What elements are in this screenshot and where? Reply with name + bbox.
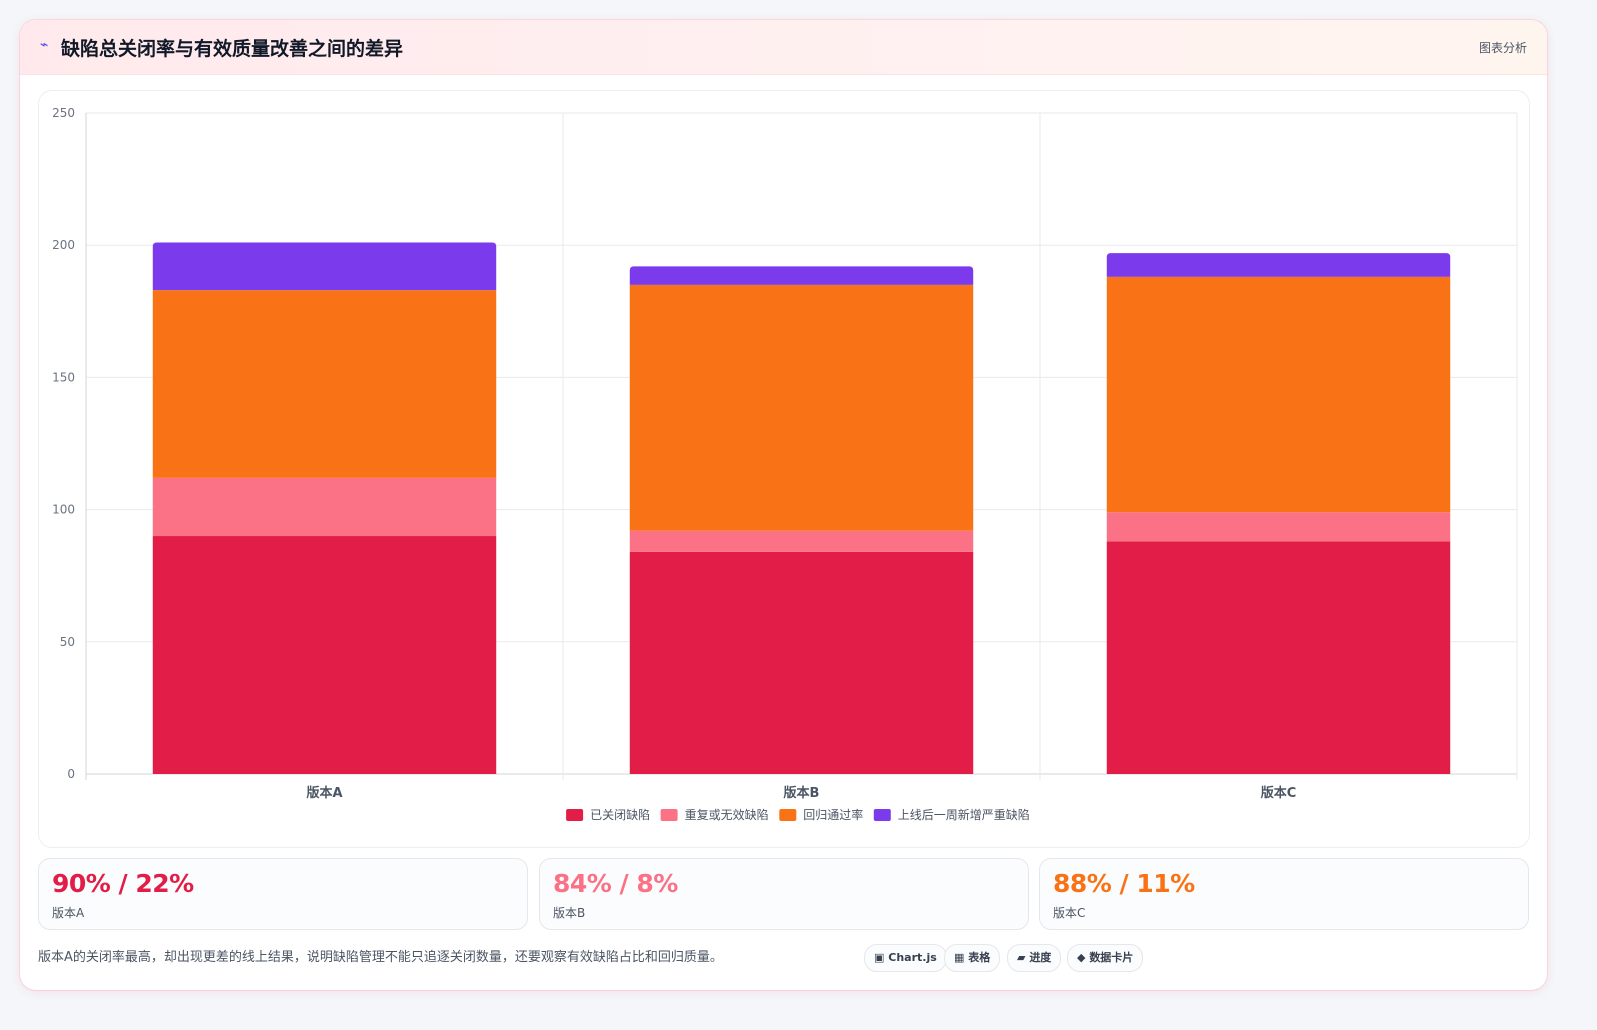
- legend-label: 回归通过率: [803, 807, 863, 822]
- progress-icon: ▰: [1017, 951, 1026, 964]
- legend-label: 重复或无效缺陷: [685, 807, 769, 822]
- legend-label: 上线后一周新增严重缺陷: [898, 807, 1030, 822]
- page-title: 缺陷总关闭率与有效质量改善之间的差异: [61, 38, 404, 60]
- y-tick-label: 100: [52, 503, 75, 517]
- legend-label: 已关闭缺陷: [590, 807, 650, 822]
- bar-segment: [1106, 512, 1451, 542]
- bar-segment: [1106, 541, 1451, 774]
- chip-label: 数据卡片: [1089, 951, 1134, 964]
- stacked-bar-chart: 0 50 100 150 200 250 版本A 版本B 版本C 已关闭缺陷 重复或无效缺陷 回归通过…: [52, 106, 1518, 822]
- y-tick-label: 250: [52, 106, 75, 120]
- stat-value: 88% / 11%: [1053, 869, 1195, 898]
- stat-card-b: 84% / 8% 版本B: [539, 858, 1029, 930]
- legend-swatch: [566, 809, 584, 821]
- chip-icon: ▣: [874, 951, 885, 964]
- bar-segment: [152, 290, 497, 478]
- stat-label: 版本B: [553, 906, 586, 920]
- stat-card-a: 90% / 22% 版本A: [38, 858, 528, 930]
- chip-label: 进度: [1029, 951, 1052, 964]
- chip-label: Chart.js: [888, 951, 937, 964]
- legend-swatch: [873, 809, 891, 821]
- legend-swatch: [779, 809, 797, 821]
- x-tick-label: 版本A: [306, 785, 342, 801]
- x-tick-label: 版本B: [784, 785, 820, 801]
- y-tick-label: 200: [52, 238, 75, 252]
- chart-panel: 0 50 100 150 200 250 版本A 版本B 版本C 已关闭缺陷 重复或无效缺陷 回归通过…: [38, 90, 1530, 848]
- y-tick-label: 50: [60, 635, 75, 649]
- y-tick-label: 150: [52, 370, 75, 384]
- bar-segment: [629, 284, 974, 531]
- table-icon: ▦: [954, 951, 965, 964]
- y-tick-label: 0: [67, 767, 75, 781]
- stat-label: 版本A: [52, 906, 85, 920]
- stat-value: 84% / 8%: [553, 869, 678, 898]
- legend-swatch: [660, 809, 678, 821]
- chip-chartjs[interactable]: ▣ Chart.js: [864, 944, 947, 972]
- bar-segment: [1106, 253, 1451, 277]
- chart-analysis-tag: 图表分析: [1478, 41, 1527, 55]
- bar-segment: [629, 266, 974, 285]
- chip-label: 表格: [968, 951, 991, 964]
- lightning-icon: ⌁: [40, 37, 49, 53]
- bar-segment: [629, 551, 974, 774]
- bar-segment: [152, 477, 497, 537]
- bar-segment: [1106, 276, 1451, 513]
- insight-note: 版本A的关闭率最高，却出现更差的线上结果，说明缺陷管理不能只追逐关闭数量，还要观…: [38, 950, 723, 965]
- x-tick-label: 版本C: [1261, 785, 1297, 801]
- chip-progress[interactable]: ▰ 进度: [1007, 944, 1062, 972]
- bar-segment: [152, 536, 497, 774]
- stat-label: 版本C: [1053, 906, 1086, 920]
- diamond-icon: ◆: [1077, 951, 1086, 964]
- bar-segment: [152, 242, 497, 291]
- stat-card-c: 88% / 11% 版本C: [1039, 858, 1529, 930]
- bar-segment: [629, 530, 974, 552]
- chip-data-card[interactable]: ◆ 数据卡片: [1067, 944, 1144, 972]
- chart-card: ⌁ 缺陷总关闭率与有效质量改善之间的差异 图表分析 0 50 100 150 200 25…: [20, 20, 1547, 990]
- chip-table[interactable]: ▦ 表格: [944, 944, 1001, 972]
- card-header: ⌁ 缺陷总关闭率与有效质量改善之间的差异 图表分析: [20, 20, 1547, 75]
- stat-value: 90% / 22%: [52, 869, 194, 898]
